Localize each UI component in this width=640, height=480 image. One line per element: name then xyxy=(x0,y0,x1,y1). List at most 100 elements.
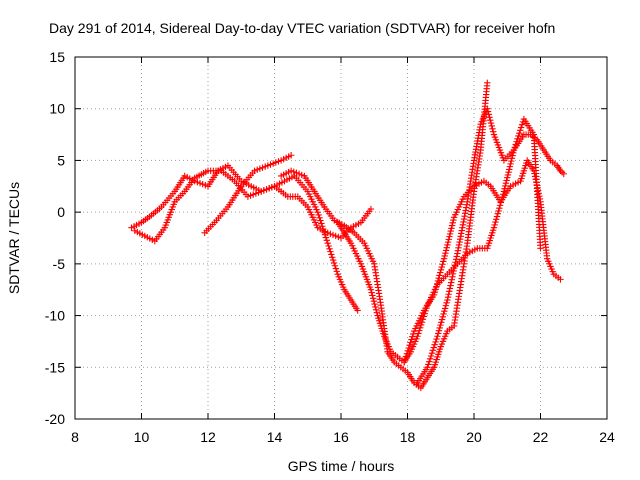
data-point xyxy=(505,168,512,176)
data-point xyxy=(315,211,322,219)
x-tick-label: 10 xyxy=(134,429,150,445)
data-point xyxy=(434,333,441,340)
data-point xyxy=(425,361,432,368)
data-point xyxy=(323,237,330,244)
data-point xyxy=(447,282,454,289)
data-point xyxy=(431,288,439,296)
data-point xyxy=(454,250,461,257)
data-point xyxy=(317,217,324,224)
data-point xyxy=(457,233,464,240)
x-tick-label: 8 xyxy=(71,429,79,445)
data-point xyxy=(459,221,467,228)
data-points xyxy=(128,79,567,392)
data-point xyxy=(448,222,456,229)
data-point xyxy=(409,333,416,340)
data-point xyxy=(504,171,512,179)
data-point xyxy=(492,218,499,226)
data-point xyxy=(515,132,522,140)
data-point xyxy=(444,296,451,304)
data-point xyxy=(325,242,332,250)
data-point xyxy=(432,338,439,346)
data-point xyxy=(557,276,564,283)
data-point xyxy=(461,210,469,217)
data-point xyxy=(459,224,466,231)
data-point xyxy=(428,349,436,357)
data-point xyxy=(440,255,448,262)
data-point xyxy=(447,279,455,286)
data-point xyxy=(493,216,500,223)
y-tick-label: 15 xyxy=(49,49,65,65)
data-point xyxy=(329,256,337,264)
data-point xyxy=(495,207,502,215)
data-point xyxy=(437,266,445,274)
data-point xyxy=(326,245,333,253)
data-point xyxy=(485,111,492,118)
data-point xyxy=(518,121,526,128)
x-tick-label: 12 xyxy=(200,429,216,445)
data-point xyxy=(517,127,524,134)
x-tick-label: 22 xyxy=(533,429,549,445)
chart-title: Day 291 of 2014, Sidereal Day-to-day VTE… xyxy=(49,20,555,36)
data-point xyxy=(484,79,491,87)
data-point xyxy=(442,249,449,257)
x-axis-label: GPS time / hours xyxy=(288,458,395,474)
y-tick-label: -5 xyxy=(53,256,66,272)
data-point xyxy=(434,330,442,337)
data-point xyxy=(418,318,426,326)
data-point xyxy=(417,321,425,329)
data-point xyxy=(460,218,467,226)
data-point xyxy=(514,135,521,143)
data-point xyxy=(451,261,459,269)
data-point xyxy=(372,303,379,311)
data-point xyxy=(433,280,441,287)
y-tick-label: 10 xyxy=(49,101,65,117)
y-tick-label: -20 xyxy=(45,411,65,427)
data-point xyxy=(369,295,377,302)
data-point xyxy=(508,155,516,162)
data-point xyxy=(370,298,378,305)
data-point xyxy=(368,289,375,296)
data-point xyxy=(484,105,491,112)
data-point xyxy=(512,141,519,148)
data-point xyxy=(437,269,444,276)
data-point xyxy=(486,114,493,121)
data-point xyxy=(373,309,381,316)
data-point xyxy=(537,245,544,252)
data-point xyxy=(448,276,455,283)
data-point xyxy=(506,166,513,173)
data-point xyxy=(407,339,414,346)
data-point xyxy=(354,307,361,314)
data-point xyxy=(494,210,501,217)
data-point xyxy=(456,235,464,243)
data-point xyxy=(441,252,448,260)
data-point xyxy=(488,122,495,130)
data-point xyxy=(452,259,459,266)
data-point xyxy=(435,327,443,334)
data-point xyxy=(436,272,443,279)
data-point xyxy=(316,214,323,221)
data-point xyxy=(438,263,445,271)
data-point xyxy=(367,205,375,213)
data-point xyxy=(451,264,458,272)
data-point xyxy=(440,310,447,318)
data-point xyxy=(430,291,438,299)
data-point xyxy=(490,224,498,231)
data-point xyxy=(502,179,510,187)
data-point xyxy=(452,256,460,263)
data-point xyxy=(463,204,470,211)
data-point xyxy=(438,319,445,326)
data-point xyxy=(487,117,494,124)
data-point xyxy=(503,177,510,184)
data-point xyxy=(510,149,517,157)
data-point xyxy=(484,108,492,115)
data-point xyxy=(508,157,515,165)
data-point xyxy=(447,227,454,235)
series-track-a xyxy=(128,162,361,314)
data-point xyxy=(446,288,453,295)
data-point xyxy=(455,244,462,251)
x-tick-label: 24 xyxy=(599,429,615,445)
series-track-d xyxy=(277,79,491,392)
data-point xyxy=(404,347,412,355)
data-point xyxy=(431,341,438,348)
data-point xyxy=(287,152,295,159)
